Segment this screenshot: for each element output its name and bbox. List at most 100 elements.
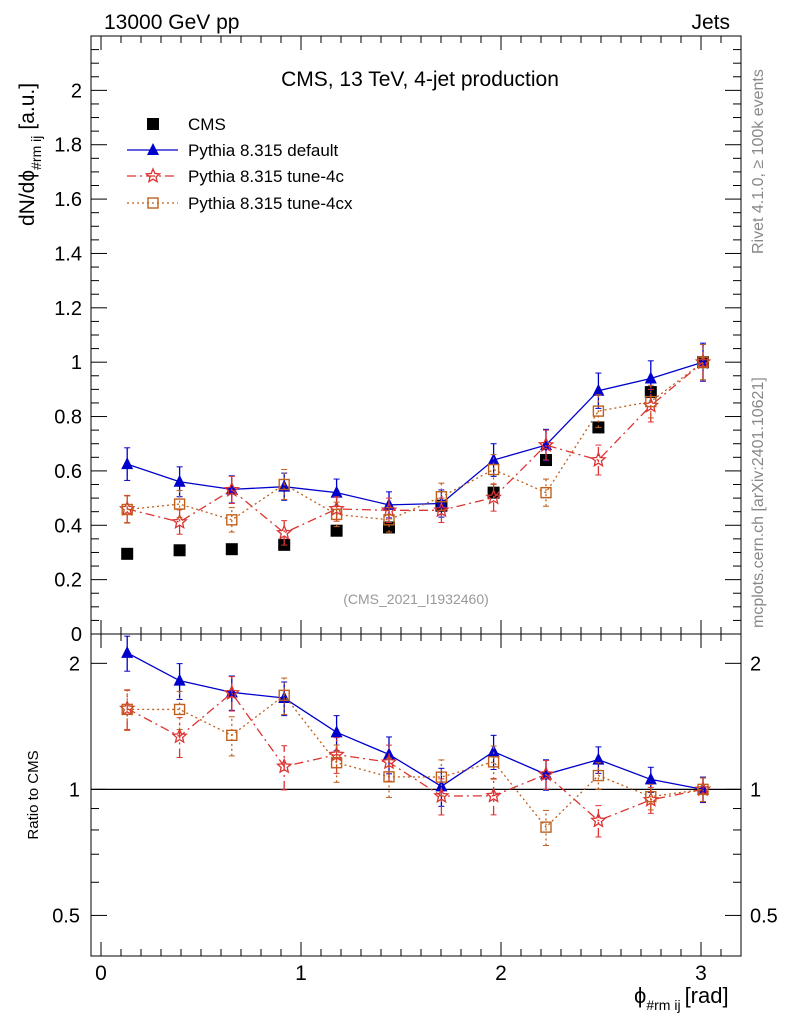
energy-label: 13000 GeV pp — [104, 11, 239, 34]
data-point-tune-4cx — [435, 771, 448, 783]
chart-title: CMS, 13 TeV, 4-jet production — [281, 68, 559, 91]
data-point-tune-4c — [380, 501, 398, 518]
ratio-y-tick-label: 2 — [69, 653, 80, 675]
y-axis-label-main: dN/dϕ — [16, 170, 39, 226]
data-point-tune-4c — [171, 727, 188, 744]
ratio-y-tick-label-right: 2 — [750, 653, 761, 675]
data-point-tune-4c — [328, 500, 345, 517]
data-point-tune-4c — [537, 436, 555, 453]
data-point-tune-4c — [275, 757, 293, 774]
y-tick-label: 0.6 — [54, 461, 82, 483]
series-line-1 — [126, 361, 704, 506]
data-point-default — [644, 772, 657, 785]
data-point-tune-4c — [537, 765, 555, 782]
category-label: Jets — [691, 11, 730, 34]
data-point-tune-4cx — [487, 756, 500, 768]
data-point-tune-4cx — [592, 769, 605, 782]
ratio-line-2 — [126, 692, 704, 822]
y-tick-label: 1.2 — [54, 298, 82, 320]
analysis-label: (CMS_2021_I1932460) — [343, 591, 489, 607]
data-point-default — [330, 725, 343, 738]
legend-label-0: CMS — [188, 115, 226, 134]
data-point-cms — [121, 547, 134, 560]
y-tick-label: 1.6 — [54, 189, 82, 211]
y-tick-label: 0.2 — [54, 570, 82, 592]
data-point-default — [487, 744, 500, 757]
legend-label-1: Pythia 8.315 default — [188, 141, 339, 160]
ratio-y-tick-label: 0.5 — [52, 905, 80, 927]
data-point-default — [173, 474, 186, 487]
ratio-y-tick-label-right: 0.5 — [750, 905, 778, 927]
data-point-cms — [330, 524, 343, 537]
x-axis-label-main: ϕ — [634, 983, 646, 1008]
data-point-tune-4c — [433, 787, 450, 804]
data-point-tune-4cx — [645, 395, 657, 408]
data-point-default — [644, 371, 657, 384]
data-point-tune-4cx — [226, 514, 238, 526]
rivet-label: Rivet 4.1.0, ≥ 100k events — [750, 69, 767, 254]
data-point-tune-4cx — [121, 503, 133, 516]
legend-label-2: Pythia 8.315 tune-4c — [188, 167, 344, 186]
ratio-line-3 — [127, 694, 704, 829]
data-point-tune-4c — [590, 811, 607, 828]
data-point-tune-4c — [144, 167, 162, 184]
x-tick-label: 3 — [695, 962, 707, 985]
data-point-cms — [225, 543, 238, 556]
y-axis-label-unit: [a.u.] — [16, 83, 39, 130]
data-point-tune-4cx — [697, 783, 709, 796]
data-point-tune-4cx — [487, 463, 500, 476]
ratio-panel-frame — [90, 633, 742, 957]
y-tick-label: 0 — [71, 624, 82, 646]
data-point-tune-4cx — [540, 486, 552, 499]
data-point-tune-4cx — [383, 514, 395, 526]
data-point-tune-4c — [485, 488, 502, 505]
x-tick-label: 1 — [295, 962, 307, 985]
x-tick-label: 2 — [495, 962, 507, 985]
data-point-tune-4cx — [435, 491, 448, 503]
data-point-cms — [147, 118, 159, 130]
data-point-default — [121, 457, 134, 470]
data-point-tune-4c — [380, 753, 398, 770]
data-point-default — [121, 645, 134, 658]
data-point-default — [147, 143, 159, 155]
data-point-tune-4c — [171, 513, 188, 530]
y-tick-label: 1.4 — [54, 243, 82, 265]
ratio-y-axis-label: Ratio to CMS — [25, 750, 42, 839]
x-axis-label: ϕ#rm ij [rad] — [634, 983, 729, 1013]
data-point-default — [330, 485, 343, 498]
data-point-default — [278, 479, 291, 492]
data-point-tune-4c — [590, 451, 607, 468]
series-line-2 — [127, 361, 704, 534]
data-point-default — [173, 673, 186, 686]
ratio-line-1 — [126, 652, 704, 791]
x-axis-label-sub: #rm ij — [646, 997, 680, 1013]
ratio-y-tick-label: 1 — [69, 779, 80, 801]
data-point-tune-4cx — [592, 405, 605, 417]
legend-label-3: Pythia 8.315 tune-4cx — [188, 194, 353, 213]
data-point-tune-4cx — [121, 703, 133, 716]
data-point-tune-4cx — [330, 757, 343, 769]
y-tick-label: 0.8 — [54, 407, 82, 429]
data-point-tune-4cx — [226, 729, 238, 742]
y-axis-label: dN/dϕ#rm ij [a.u.] — [16, 83, 44, 226]
legend: CMS Pythia 8.315 default Pythia 8.315 tune… — [127, 115, 353, 213]
y-tick-label: 1.8 — [54, 135, 82, 157]
data-point-tune-4c — [433, 501, 450, 518]
data-point-tune-4cx — [278, 478, 290, 491]
data-point-tune-4c — [223, 481, 241, 497]
data-point-cms — [173, 544, 186, 557]
data-point-tune-4cx — [645, 790, 657, 803]
data-point-tune-4cx — [173, 498, 186, 510]
data-point-tune-4cx — [147, 197, 159, 209]
data-point-tune-4cx — [173, 703, 186, 716]
x-axis-label-unit: [rad] — [685, 983, 729, 1008]
data-point-default — [592, 752, 605, 765]
mcplots-label: mcplots.cern.ch [arXiv:2401.10621] — [750, 377, 767, 628]
data-point-tune-4cx — [383, 771, 395, 783]
y-axis-label-sub: #rm ij — [28, 136, 44, 170]
y-tick-label: 1 — [71, 352, 82, 374]
data-point-tune-4cx — [540, 821, 552, 833]
svg-text:dN/dϕ#rm ij[a.u.]: dN/dϕ#rm ij [a.u.] — [16, 83, 44, 226]
y-tick-label: 0.4 — [54, 515, 82, 537]
